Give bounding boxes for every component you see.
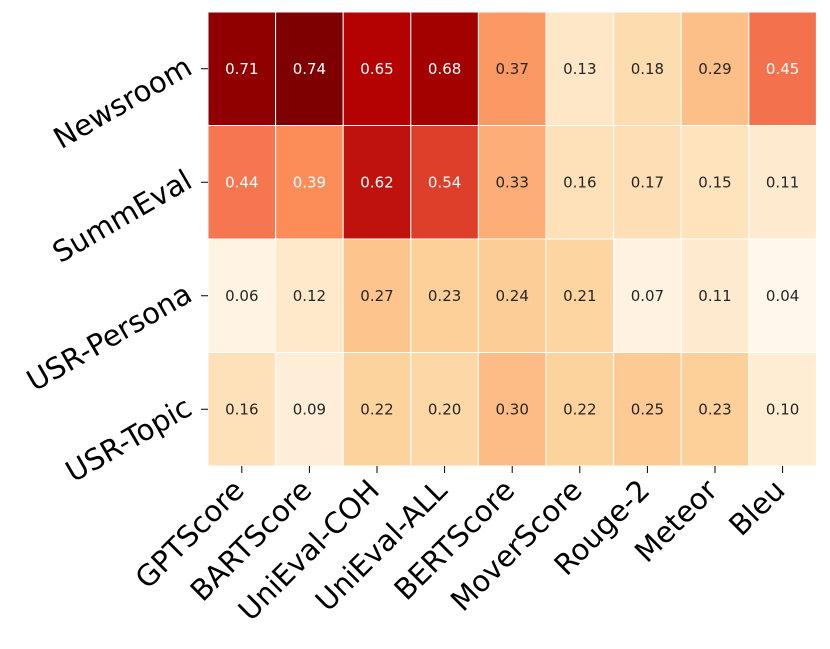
row-label: SummEval <box>47 163 198 270</box>
cell-value-label: 0.62 <box>360 173 393 191</box>
cell-value-label: 0.15 <box>698 173 731 191</box>
heatmap-cell <box>613 125 682 240</box>
heatmap-cell <box>680 125 750 240</box>
cell-value-label: 0.07 <box>631 287 664 305</box>
cell-value-label: 0.22 <box>563 400 596 418</box>
cell-value-label: 0.16 <box>563 173 596 191</box>
heatmap-cell <box>477 11 547 126</box>
cell-value-label: 0.25 <box>631 400 664 418</box>
cell-value-label: 0.37 <box>495 60 528 78</box>
cell-value-label: 0.33 <box>495 173 528 191</box>
heatmap-cell <box>748 352 817 467</box>
cell-value-label: 0.04 <box>766 287 799 305</box>
cell-value-label: 0.23 <box>698 400 731 418</box>
cell-value-label: 0.16 <box>225 400 258 418</box>
cell-value-label: 0.06 <box>225 287 258 305</box>
cell-value-label: 0.11 <box>766 173 799 191</box>
heatmap-cell <box>207 352 277 467</box>
cell-value-label: 0.12 <box>293 287 326 305</box>
heatmap-cell <box>342 238 412 353</box>
heatmap-cells: 0.71 0.74 0.65 0.68 0.37 0.13 0.18 0.29 0.45 0.44… <box>207 11 817 467</box>
heatmap-cell <box>410 125 479 240</box>
heatmap-cell <box>748 238 817 353</box>
cell-value-label: 0.74 <box>293 60 326 78</box>
row-label: Newsroom <box>48 49 198 155</box>
heatmap-cell <box>748 125 817 240</box>
row-label: USR-Topic <box>60 390 198 489</box>
heatmap-cell <box>275 238 344 353</box>
cell-value-label: 0.30 <box>495 400 528 418</box>
cell-value-label: 0.65 <box>360 60 393 78</box>
heatmap-cell <box>410 352 479 467</box>
heatmap-cell <box>613 238 682 353</box>
heatmap-cell <box>207 11 277 126</box>
cell-value-label: 0.20 <box>428 400 461 418</box>
heatmap-cell <box>207 125 277 240</box>
cell-value-label: 0.10 <box>766 400 799 418</box>
cell-value-label: 0.45 <box>766 60 799 78</box>
cell-value-label: 0.17 <box>631 173 664 191</box>
heatmap-cell <box>477 238 547 353</box>
heatmap-cell <box>477 125 547 240</box>
heatmap-cell <box>680 352 750 467</box>
cell-value-label: 0.18 <box>631 60 664 78</box>
cell-value-label: 0.09 <box>293 400 326 418</box>
cell-value-label: 0.27 <box>360 287 393 305</box>
cell-value-label: 0.23 <box>428 287 461 305</box>
cell-value-label: 0.24 <box>495 287 528 305</box>
heatmap-cell <box>207 238 277 353</box>
heatmap-cell <box>342 125 412 240</box>
cell-value-label: 0.44 <box>225 173 258 191</box>
heatmap-cell <box>680 11 750 126</box>
heatmap-cell <box>410 238 479 353</box>
column-label: Bleu <box>722 473 791 542</box>
cell-value-label: 0.68 <box>428 60 461 78</box>
cell-value-label: 0.71 <box>225 60 258 78</box>
cell-value-label: 0.54 <box>428 173 461 191</box>
cell-value-label: 0.13 <box>563 60 596 78</box>
heatmap-cell <box>410 11 479 126</box>
column-axis: GPTScoreBARTScoreUniEval-COHUniEval-ALLB… <box>128 466 792 627</box>
heatmap-cell <box>275 352 344 467</box>
cell-value-label: 0.29 <box>698 60 731 78</box>
cell-value-label: 0.21 <box>563 287 596 305</box>
cell-value-label: 0.22 <box>360 400 393 418</box>
heatmap-cell <box>342 11 412 126</box>
cell-value-label: 0.11 <box>698 287 731 305</box>
heatmap-cell <box>275 11 344 126</box>
cell-value-label: 0.39 <box>293 173 326 191</box>
row-label: USR-Persona <box>21 276 198 398</box>
heatmap-cell <box>545 11 615 126</box>
